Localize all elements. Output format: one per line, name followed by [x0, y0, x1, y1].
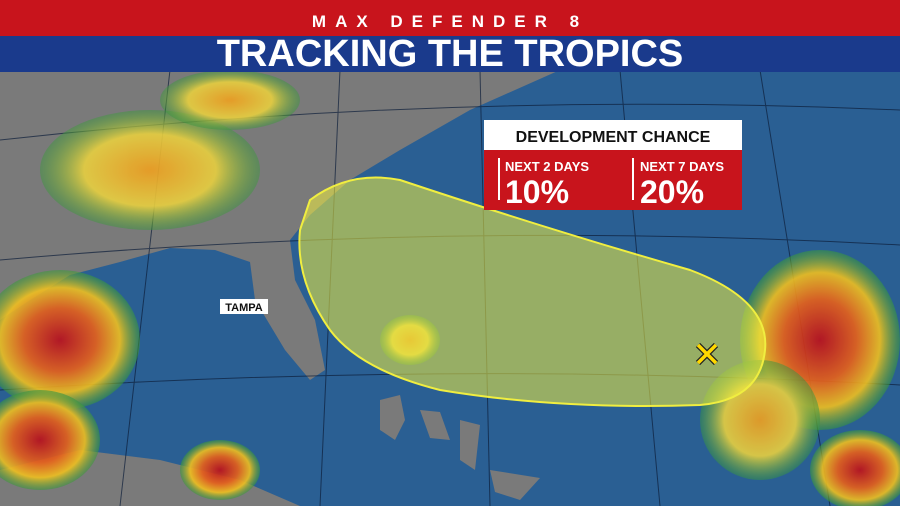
radar [0, 70, 900, 510]
development-area [298, 176, 767, 407]
item-label: NEXT 7 DAYS [640, 159, 724, 174]
item-label: NEXT 2 DAYS [505, 159, 589, 174]
item-value: 20% [640, 174, 704, 210]
item-value: 10% [505, 174, 569, 210]
map: TAMPA [0, 69, 900, 510]
brand: MAX DEFENDER 8 [312, 12, 588, 31]
header-strip [0, 0, 900, 36]
header-band [0, 36, 900, 72]
x-marker-inner [696, 343, 718, 365]
city-label: TAMPA [225, 302, 263, 314]
panel-body [484, 150, 742, 210]
title: TRACKING THE TROPICS [217, 33, 684, 75]
islands [380, 395, 540, 500]
city-label-bg [220, 299, 268, 314]
panel-title: DEVELOPMENT CHANCE [516, 129, 711, 146]
panel-header [484, 120, 742, 150]
